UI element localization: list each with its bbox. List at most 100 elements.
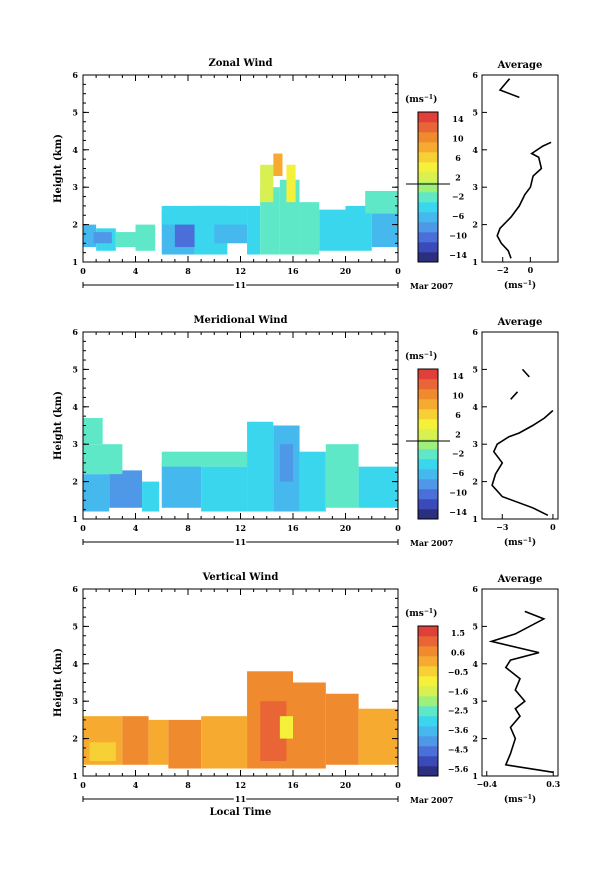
profile-frame	[481, 331, 559, 520]
colorbar-swatch-14	[418, 626, 438, 637]
y-tick-label: 3	[72, 182, 78, 192]
y-tick-label: 6	[72, 327, 78, 337]
x-tick-label: 20	[340, 523, 352, 533]
colorbar-swatch-9	[418, 676, 438, 687]
colorbar-swatch-11	[418, 142, 438, 153]
colorbar-label: 6	[455, 153, 461, 163]
colorbar-label: 10	[452, 133, 464, 143]
heatmap-cell-10	[260, 187, 280, 255]
y-axis-label: Height (km)	[53, 391, 64, 460]
colorbar-frame	[417, 111, 439, 263]
heatmap-cell-18	[365, 190, 398, 214]
profile-x-tick-label: 0	[550, 522, 556, 532]
colorbar-label: −4.5	[448, 745, 469, 755]
heatmap-cell-1	[122, 716, 149, 765]
profile-title: Average	[497, 574, 543, 585]
colorbar-swatch-8	[418, 686, 438, 697]
heatmap-cells	[83, 671, 398, 769]
profile-line-1	[498, 78, 520, 99]
month-label: Mar 2007	[410, 538, 453, 548]
colorbar-frame	[417, 625, 439, 777]
x-tick-label: 4	[133, 780, 139, 790]
profile-y-tick-label: 2	[472, 477, 478, 487]
profile-y-tick-label: 1	[472, 771, 478, 781]
colorbar-swatch-14	[418, 369, 438, 380]
colorbar-label: 14	[452, 114, 464, 124]
colorbar-swatch-13	[418, 636, 438, 647]
y-tick-label: 2	[72, 477, 78, 487]
colorbar-swatch-8	[418, 429, 438, 440]
heatmap-cell-14	[299, 202, 320, 255]
colorbar-swatch-3	[418, 479, 438, 490]
colorbar-swatch-3	[418, 736, 438, 747]
profile-y-tick-label: 3	[472, 439, 478, 449]
x-tick-label: 4	[133, 523, 139, 533]
profile-x-unit: (ms−1)	[504, 537, 536, 549]
profile-y-tick-label: 4	[472, 659, 478, 669]
profile-y-tick-label: 5	[472, 107, 478, 117]
heatmap-cell-2	[148, 719, 169, 765]
y-tick-label: 1	[72, 257, 78, 267]
colorbar-swatch-7	[418, 439, 438, 450]
colorbar-swatch-1	[418, 499, 438, 510]
colorbar-swatch-2	[418, 232, 438, 243]
profile-y-tick-label: 6	[472, 70, 478, 80]
colorbar-label: −14	[449, 250, 467, 260]
heatmap-cell-8	[325, 693, 359, 765]
heatmap-cell-17	[371, 213, 398, 248]
colorbar-swatch-0	[418, 766, 438, 777]
panel-title: Zonal Wind	[208, 58, 272, 69]
x-tick-label: 0	[395, 266, 401, 276]
profile-x-tick-label: −0.4	[476, 779, 497, 789]
y-tick-label: 3	[72, 696, 78, 706]
profile-x-tick-label: 0.3	[546, 779, 560, 789]
month-label: Mar 2007	[410, 281, 453, 291]
heatmap-cell-2	[83, 444, 123, 475]
profile-y-tick-label: 1	[472, 257, 478, 267]
profile-x-unit: (ms−1)	[504, 794, 536, 806]
x-tick-label: 0	[395, 780, 401, 790]
heatmap-cell-9	[247, 205, 261, 255]
heatmap-cell-4	[161, 462, 202, 508]
profile-y-tick-label: 6	[472, 327, 478, 337]
heatmap-cell-3	[142, 481, 160, 512]
colorbar-swatch-4	[418, 212, 438, 223]
profile-x-unit: (ms−1)	[504, 280, 536, 292]
colorbar-swatch-10	[418, 666, 438, 677]
colorbar-swatch-6	[418, 706, 438, 717]
profile-line-0	[488, 610, 554, 774]
heatmap-cell-10	[325, 444, 359, 508]
heatmap-cells	[83, 418, 398, 512]
y-tick-label: 5	[72, 107, 78, 117]
profile-title: Average	[497, 317, 543, 328]
y-axis-label: Height (km)	[53, 648, 64, 717]
y-axis-label: Height (km)	[53, 134, 64, 203]
heatmap-cell-13	[286, 164, 296, 203]
profile-line-1	[510, 391, 519, 400]
colorbar-swatch-4	[418, 469, 438, 480]
colorbar-frame	[417, 368, 439, 520]
heatmap-cell-3	[135, 224, 156, 251]
colorbar-swatch-6	[418, 192, 438, 203]
profile-line-2	[521, 368, 530, 378]
colorbar-label: −2	[452, 192, 464, 202]
y-tick-label: 3	[72, 439, 78, 449]
colorbar-label: 6	[455, 410, 461, 420]
x-tick-label: 20	[340, 780, 352, 790]
date-label: 11	[235, 794, 246, 804]
profile-frame	[481, 74, 559, 263]
y-tick-label: 6	[72, 584, 78, 594]
colorbar-label: −6	[452, 211, 465, 221]
y-tick-label: 1	[72, 514, 78, 524]
colorbar-label: −5.6	[448, 764, 469, 774]
colorbar-label: −6	[452, 468, 465, 478]
profile-line-0	[491, 409, 554, 517]
profile-x-tick-label: 0	[528, 265, 534, 275]
heatmap-cell-5	[201, 466, 248, 512]
colorbar-swatch-2	[418, 489, 438, 500]
y-tick-label: 2	[72, 220, 78, 230]
colorbar-swatch-10	[418, 409, 438, 420]
